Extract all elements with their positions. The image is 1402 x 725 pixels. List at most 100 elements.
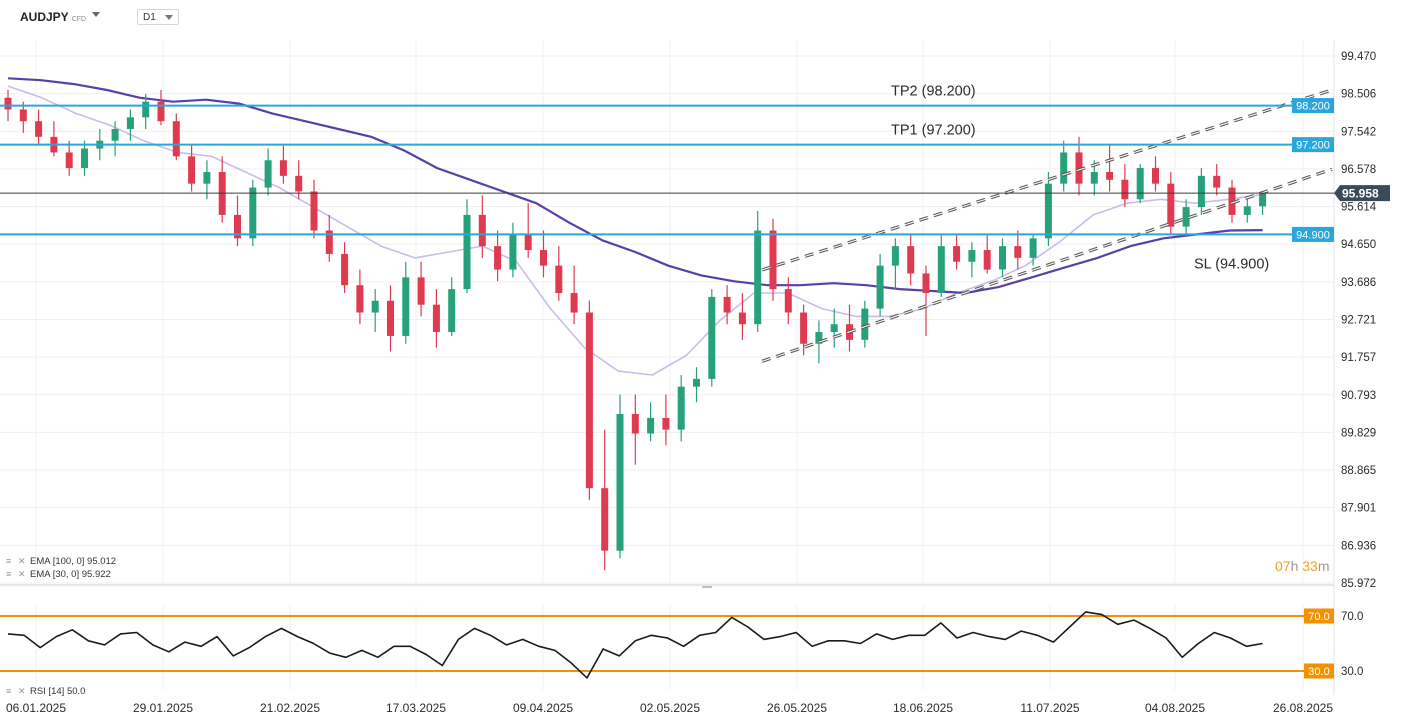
candle-down xyxy=(907,246,915,274)
candle-down xyxy=(234,214,241,239)
candle-up xyxy=(126,117,134,130)
symbol-type: CFD xyxy=(71,16,87,23)
chevron-down-icon xyxy=(165,15,173,20)
settings-icon[interactable]: ≡ xyxy=(6,569,12,579)
price-tick-label: 90.793 xyxy=(1341,390,1376,402)
timeframe-value: D1 xyxy=(143,12,156,23)
candle-up xyxy=(264,160,272,188)
candle-up xyxy=(830,324,838,333)
candle-up xyxy=(937,246,945,293)
candle-down xyxy=(188,156,196,184)
date-tick-label: 18.06.2025 xyxy=(893,701,953,715)
close-icon[interactable]: ✕ xyxy=(18,556,26,566)
candle-up xyxy=(111,129,119,141)
candle-down xyxy=(922,273,930,293)
level-tag-text: 98.200 xyxy=(1296,101,1330,113)
candle-down xyxy=(172,121,180,157)
candle-down xyxy=(432,304,440,333)
date-tick-label: 06.01.2025 xyxy=(6,701,66,715)
candle-up xyxy=(509,234,517,270)
candle-down xyxy=(4,97,12,110)
candle-down xyxy=(65,152,73,169)
symbol-dropdown-icon[interactable] xyxy=(92,12,100,17)
rsi-tick-label: 70.0 xyxy=(1341,611,1363,623)
price-tick-label: 87.901 xyxy=(1341,503,1376,515)
date-tick-label: 29.01.2025 xyxy=(133,701,193,715)
candle-down xyxy=(1075,152,1083,184)
candle-up xyxy=(754,230,762,325)
candle-up xyxy=(876,265,884,309)
rsi-level-tag-text: 70.0 xyxy=(1308,611,1329,623)
candle-down xyxy=(325,230,333,254)
candle-up xyxy=(677,386,685,430)
candle-down xyxy=(585,312,593,489)
settings-icon[interactable]: ≡ xyxy=(6,686,12,696)
candle-down xyxy=(19,109,27,122)
level-tag-text: 94.900 xyxy=(1296,229,1330,241)
candle-down xyxy=(662,417,670,430)
rsi-tick-label: 30.0 xyxy=(1341,666,1363,678)
candle-down xyxy=(1121,179,1129,200)
candle-down xyxy=(800,312,808,344)
current-price-tag xyxy=(1334,185,1390,202)
price-tick-label: 98.506 xyxy=(1341,89,1376,101)
date-tick-label: 26.05.2025 xyxy=(767,701,827,715)
settings-icon[interactable]: ≡ xyxy=(6,556,12,566)
candle-up xyxy=(693,378,700,387)
price-tick-label: 96.578 xyxy=(1341,164,1376,176)
candle-up xyxy=(647,417,655,434)
candle-down xyxy=(157,101,165,122)
price-tick-label: 91.757 xyxy=(1341,352,1376,364)
rsi-line xyxy=(7,611,1263,679)
ema100-line xyxy=(7,77,1263,295)
level-label: TP2 (98.200) xyxy=(891,84,976,100)
close-icon[interactable]: ✕ xyxy=(18,569,26,579)
candle-down xyxy=(723,296,731,313)
candle-up xyxy=(616,414,624,551)
close-icon[interactable]: ✕ xyxy=(18,686,26,696)
candle-up xyxy=(1243,206,1251,215)
candle-down xyxy=(310,191,318,231)
legend-ema30: ≡ ✕ EMA [30, 0] 95.922 xyxy=(6,569,111,580)
price-tick-label: 86.936 xyxy=(1341,540,1376,552)
price-tick-label: 99.470 xyxy=(1341,51,1376,63)
candle-down xyxy=(1106,171,1114,180)
level-label: TP1 (97.200) xyxy=(891,123,976,139)
date-tick-label: 04.08.2025 xyxy=(1145,701,1205,715)
candle-down xyxy=(769,230,777,290)
ema30-line xyxy=(7,85,1263,376)
candle-down xyxy=(478,214,486,247)
level-tag xyxy=(1292,226,1334,242)
date-tick-label: 11.07.2025 xyxy=(1020,701,1079,715)
candle-up xyxy=(463,214,471,290)
symbol-label[interactable]: AUDJPY CFD xyxy=(20,10,86,24)
ema100-label: EMA [100, 0] 95.012 xyxy=(30,556,117,567)
candle-down xyxy=(555,265,563,293)
candle-down xyxy=(983,250,991,270)
candle-down xyxy=(953,246,961,262)
rsi-level-tag-text: 30.0 xyxy=(1308,666,1329,678)
candle-up xyxy=(891,246,899,266)
candle-down xyxy=(570,292,578,313)
timeframe-select[interactable]: D1 xyxy=(137,9,179,25)
price-tick-label: 85.972 xyxy=(1341,578,1376,590)
timer-minutes-unit: m xyxy=(1317,558,1330,574)
candle-down xyxy=(356,285,364,313)
price-tick-label: 94.650 xyxy=(1341,239,1376,251)
candle-up xyxy=(371,300,379,313)
candle-down xyxy=(35,121,43,137)
rsi-level-tag xyxy=(1304,663,1334,679)
candle-up xyxy=(1182,207,1190,227)
candle-up xyxy=(142,101,150,118)
date-tick-label: 02.05.2025 xyxy=(640,701,700,715)
level-tag xyxy=(1292,137,1334,153)
date-tick-label: 09.04.2025 xyxy=(513,701,573,715)
candle-down xyxy=(417,277,425,305)
candle-down xyxy=(784,289,792,313)
price-tick-label: 95.614 xyxy=(1341,202,1377,214)
candle-down xyxy=(540,250,547,266)
timer-minutes: 33 xyxy=(1302,558,1318,574)
symbol-name: AUDJPY xyxy=(20,10,69,24)
candle-up xyxy=(1060,152,1068,184)
candle-down xyxy=(387,300,394,336)
